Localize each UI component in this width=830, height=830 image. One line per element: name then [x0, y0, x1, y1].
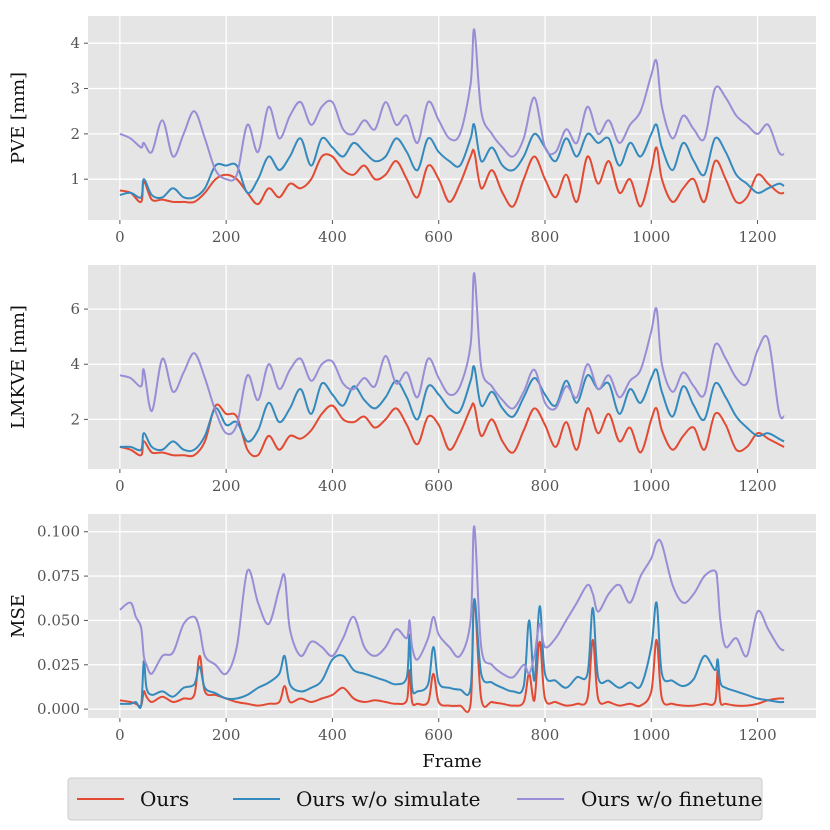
series-line-ours	[119, 402, 785, 458]
series-line-ours-w-o-finetune	[119, 28, 785, 182]
y-tick-label: 0.100	[37, 523, 80, 541]
legend-frame	[67, 777, 763, 821]
x-tick-label: 600	[424, 228, 453, 246]
series-line-ours-w-o-finetune	[119, 525, 785, 679]
x-tick-label: 800	[531, 726, 560, 744]
y-tick-label: 4	[70, 34, 80, 52]
plot-background	[88, 514, 816, 718]
legend-label-ours: Ours	[140, 787, 189, 811]
x-tick-label: 1200	[738, 477, 776, 495]
x-tick-label: 1200	[738, 726, 776, 744]
subplot-2: 0 200 400 600 800 1000 1200 2 4 6 LMKVE [mm]	[8, 265, 816, 495]
x-tick-label: 0	[115, 477, 125, 495]
y-tick-label: 0.025	[37, 656, 80, 674]
x-tick-label: 0	[115, 726, 125, 744]
x-tick-label: 600	[424, 477, 453, 495]
legend-label-ours-wo-simulate: Ours w/o simulate	[296, 787, 480, 811]
plot-background	[88, 16, 816, 220]
y-tick-label: 2	[70, 125, 80, 143]
x-tick-label: 0	[115, 228, 125, 246]
y-tick-label: 0.050	[37, 611, 80, 629]
x-tick-label: 200	[212, 228, 241, 246]
x-tick-label: 1200	[738, 228, 776, 246]
legend-label-ours-wo-finetune: Ours w/o finetune	[581, 787, 762, 811]
subplot-1: 0 200 400 600 800 1000 1200 1 2 3 4 PVE [mm]	[8, 16, 816, 246]
x-tick-label: 400	[318, 726, 347, 744]
legend: Ours Ours w/o simulate Ours w/o finetune	[67, 777, 763, 821]
x-tick-label: 600	[424, 726, 453, 744]
x-tick-label: 1000	[632, 228, 670, 246]
y-tick-label: 0.000	[37, 700, 80, 718]
series-line-ours-w-o-simulate	[119, 123, 785, 200]
y-axis-title: PVE [mm]	[8, 72, 29, 164]
y-tick-label: 0.075	[37, 567, 80, 585]
plot-background	[88, 265, 816, 469]
x-axis-title: Frame	[422, 751, 482, 772]
x-tick-label: 200	[212, 726, 241, 744]
x-tick-label: 200	[212, 477, 241, 495]
x-tick-label: 800	[531, 477, 560, 495]
x-tick-label: 400	[318, 228, 347, 246]
x-tick-label: 800	[531, 228, 560, 246]
x-tick-label: 1000	[632, 477, 670, 495]
series-line-ours-w-o-finetune	[119, 272, 786, 436]
x-tick-label: 1000	[632, 726, 670, 744]
y-tick-label: 2	[70, 410, 80, 428]
series-line-ours-w-o-simulate	[119, 365, 785, 453]
series-line-ours	[119, 146, 785, 208]
subplot-3: 0 200 400 600 800 1000 1200 0.000 0.025 0.050 0.07…	[8, 514, 816, 772]
y-tick-label: 6	[70, 300, 80, 318]
series-line-ours	[119, 598, 785, 714]
y-tick-label: 4	[70, 355, 80, 373]
y-axis-title: MSE	[8, 594, 29, 638]
y-axis-title: LMKVE [mm]	[8, 305, 29, 429]
x-tick-label: 400	[318, 477, 347, 495]
y-tick-label: 1	[70, 170, 80, 188]
series-line-ours-w-o-simulate	[119, 598, 785, 709]
y-tick-label: 3	[70, 80, 80, 98]
